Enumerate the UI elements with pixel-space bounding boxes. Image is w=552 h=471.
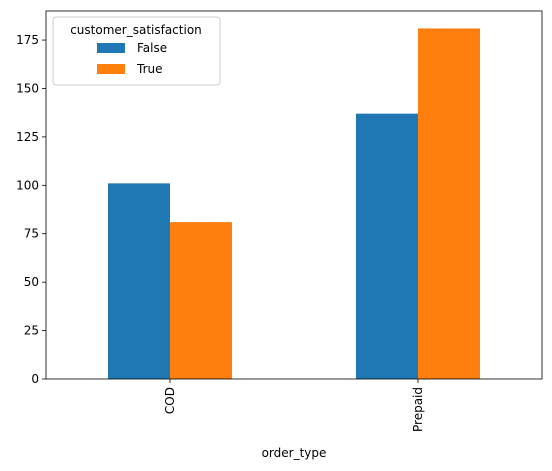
legend-label-false: False xyxy=(137,41,167,55)
y-tick-label: 175 xyxy=(16,33,39,47)
y-tick-label: 125 xyxy=(16,130,39,144)
bars-group xyxy=(108,28,480,379)
legend: customer_satisfaction False True xyxy=(52,16,221,86)
y-tick-label: 0 xyxy=(31,372,39,386)
bar-prepaid-false xyxy=(356,113,418,379)
legend-swatch-false xyxy=(97,43,125,53)
y-tick-label: 100 xyxy=(16,178,39,192)
legend-swatch-true xyxy=(97,64,125,74)
bar-cod-false xyxy=(108,183,170,379)
y-tick-label: 50 xyxy=(24,275,39,289)
x-tick-label: Prepaid xyxy=(411,387,425,432)
bar-cod-true xyxy=(170,222,232,379)
y-axis-ticks: 0 25 50 75 100 125 150 175 xyxy=(16,33,46,386)
y-tick-label: 25 xyxy=(24,324,39,338)
bar-prepaid-true xyxy=(418,28,480,379)
legend-items: False True xyxy=(97,41,167,76)
x-axis-label: order_type xyxy=(262,446,327,460)
plot-frame xyxy=(45,10,543,380)
y-tick-label: 150 xyxy=(16,81,39,95)
legend-box xyxy=(52,16,221,86)
legend-label-true: True xyxy=(136,62,163,76)
legend-title: customer_satisfaction xyxy=(70,23,202,37)
x-axis-ticks: COD Prepaid xyxy=(163,379,425,432)
x-tick-label: COD xyxy=(163,387,177,414)
y-tick-label: 75 xyxy=(24,227,39,241)
